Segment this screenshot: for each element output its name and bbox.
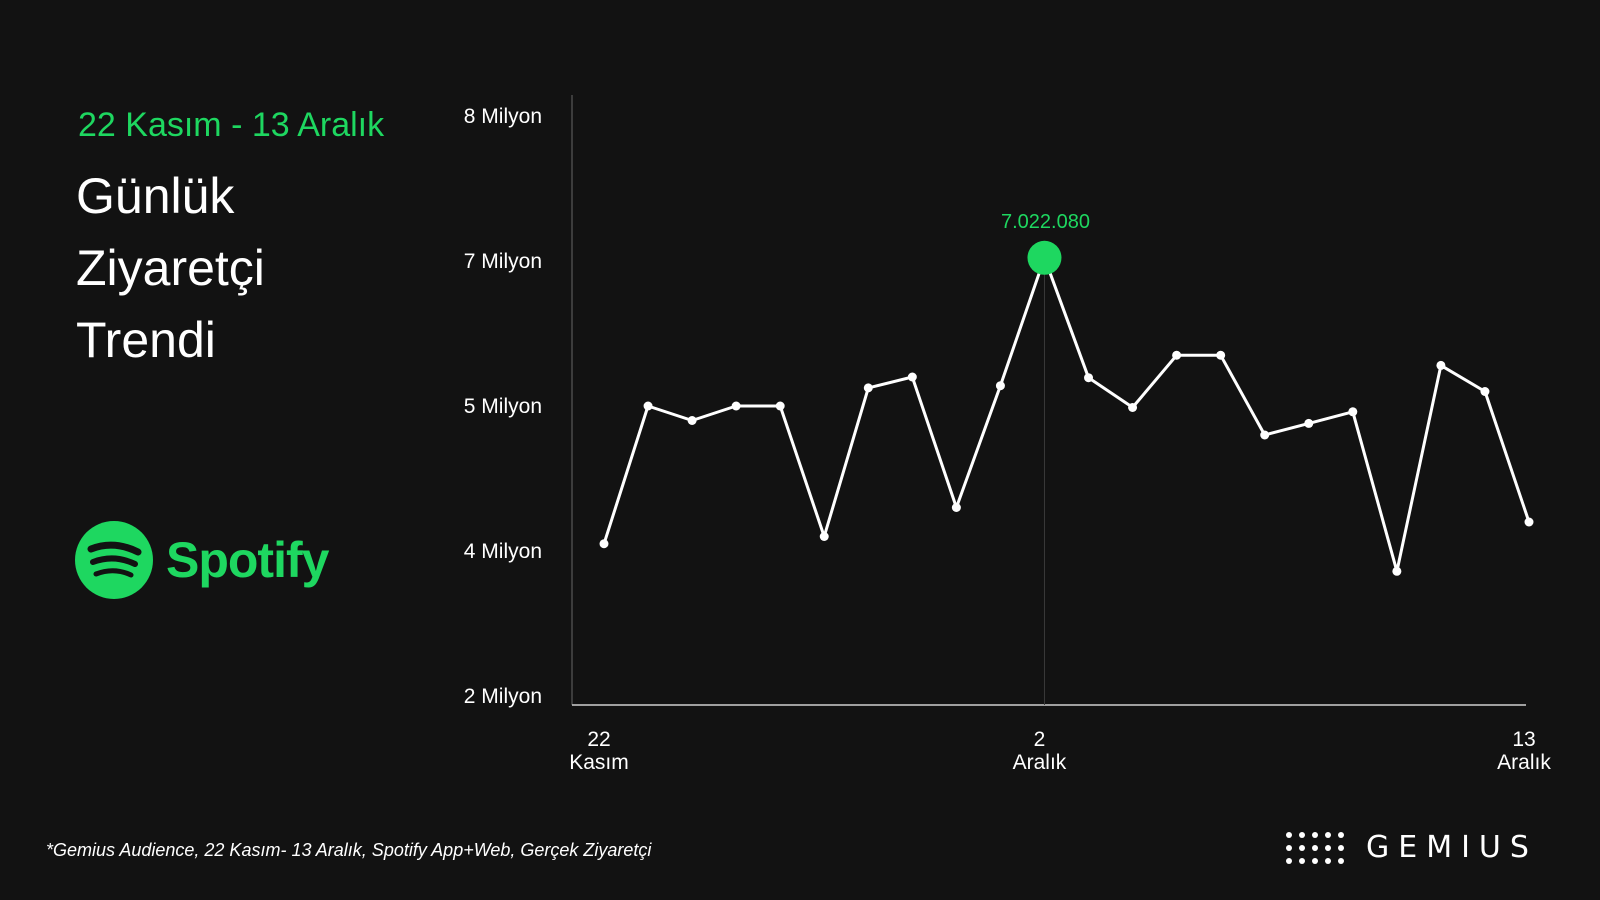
y-tick-label: 7 Milyon bbox=[464, 250, 542, 273]
data-point bbox=[1216, 350, 1226, 360]
x-tick-label: Aralık bbox=[1013, 751, 1067, 774]
data-point bbox=[731, 401, 741, 411]
data-point bbox=[687, 416, 697, 425]
page-title: Günlük Ziyaretçi Trendi bbox=[76, 160, 265, 376]
data-point bbox=[1172, 350, 1182, 360]
title-line: Ziyaretçi bbox=[76, 240, 265, 296]
data-point bbox=[599, 539, 609, 549]
data-point bbox=[1436, 360, 1446, 370]
data-point bbox=[775, 401, 785, 411]
data-point bbox=[1480, 387, 1490, 396]
y-tick-label: 8 Milyon bbox=[464, 105, 542, 128]
spotify-wordmark: Spotify bbox=[166, 532, 329, 588]
data-point bbox=[863, 383, 873, 393]
series-line bbox=[602, 256, 1531, 573]
x-tick-label: 22 bbox=[587, 728, 610, 751]
x-tick-label: Aralık bbox=[1497, 751, 1551, 774]
data-point bbox=[1304, 418, 1314, 428]
y-tick-label: 2 Milyon bbox=[464, 685, 542, 708]
gemius-wordmark: GEMIUS bbox=[1366, 830, 1538, 865]
data-point bbox=[643, 401, 653, 411]
data-point bbox=[995, 381, 1005, 391]
title-line: Trendi bbox=[76, 312, 216, 368]
data-point bbox=[1128, 402, 1138, 412]
x-tick-label: Kasım bbox=[569, 751, 629, 774]
date-range: 22 Kasım - 13 Aralık bbox=[78, 106, 385, 144]
spotify-icon bbox=[75, 521, 153, 599]
x-tick-label: 2 bbox=[1034, 728, 1046, 751]
title-line: Günlük bbox=[76, 168, 235, 224]
data-point bbox=[819, 532, 829, 541]
peak-value-label: 7.022.080 bbox=[1001, 211, 1090, 233]
gemius-dots-icon bbox=[1286, 831, 1344, 864]
data-point bbox=[951, 503, 961, 512]
spotify-logo: Spotify bbox=[74, 520, 329, 600]
data-point bbox=[1348, 407, 1358, 417]
data-point bbox=[907, 372, 917, 382]
data-point bbox=[1084, 373, 1094, 383]
x-tick-label: 13 bbox=[1512, 728, 1535, 751]
y-tick-label: 5 Milyon bbox=[464, 395, 542, 418]
line-chart: 8 Milyon 7 Milyon 5 Milyon 4 Milyon 2 Milyon… bbox=[464, 95, 1551, 774]
data-point bbox=[1392, 566, 1402, 576]
gemius-logo: GEMIUS bbox=[1286, 830, 1538, 865]
y-tick-label: 4 Milyon bbox=[464, 540, 542, 563]
peak-point bbox=[1027, 240, 1062, 275]
data-point bbox=[1260, 430, 1270, 440]
data-point bbox=[1524, 517, 1534, 527]
source-footnote: *Gemius Audience, 22 Kasım- 13 Aralık, S… bbox=[46, 840, 652, 860]
